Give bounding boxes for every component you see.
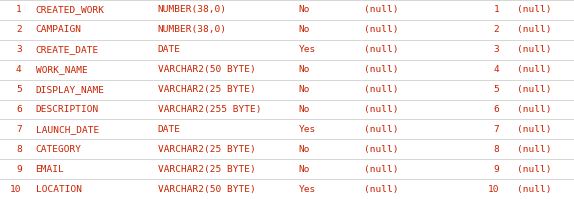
Text: (null): (null) — [364, 105, 399, 114]
Text: 9: 9 — [494, 165, 499, 174]
Text: No: No — [298, 85, 310, 94]
Text: No: No — [298, 5, 310, 15]
Text: 1: 1 — [494, 5, 499, 15]
Text: VARCHAR2(25 BYTE): VARCHAR2(25 BYTE) — [158, 85, 255, 94]
Text: EMAIL: EMAIL — [36, 165, 64, 174]
Text: VARCHAR2(50 BYTE): VARCHAR2(50 BYTE) — [158, 184, 255, 194]
Text: VARCHAR2(25 BYTE): VARCHAR2(25 BYTE) — [158, 165, 255, 174]
Text: 8: 8 — [16, 145, 22, 154]
Text: (null): (null) — [517, 85, 551, 94]
Text: (null): (null) — [364, 165, 399, 174]
Text: Yes: Yes — [298, 184, 316, 194]
Text: (null): (null) — [517, 5, 551, 15]
Text: CREATE_DATE: CREATE_DATE — [36, 45, 99, 54]
Text: (null): (null) — [364, 65, 399, 74]
Text: No: No — [298, 165, 310, 174]
Text: 4: 4 — [494, 65, 499, 74]
Text: 1: 1 — [16, 5, 22, 15]
Text: WORK_NAME: WORK_NAME — [36, 65, 87, 74]
Text: VARCHAR2(255 BYTE): VARCHAR2(255 BYTE) — [158, 105, 261, 114]
Text: DATE: DATE — [158, 125, 181, 134]
Text: 6: 6 — [16, 105, 22, 114]
Text: CATEGORY: CATEGORY — [36, 145, 82, 154]
Text: 3: 3 — [494, 45, 499, 54]
Text: VARCHAR2(25 BYTE): VARCHAR2(25 BYTE) — [158, 145, 255, 154]
Text: 10: 10 — [10, 184, 22, 194]
Text: (null): (null) — [364, 85, 399, 94]
Text: (null): (null) — [517, 45, 551, 54]
Text: 5: 5 — [494, 85, 499, 94]
Text: (null): (null) — [517, 25, 551, 34]
Text: 4: 4 — [16, 65, 22, 74]
Text: (null): (null) — [517, 184, 551, 194]
Text: (null): (null) — [364, 25, 399, 34]
Text: No: No — [298, 145, 310, 154]
Text: 2: 2 — [494, 25, 499, 34]
Text: No: No — [298, 105, 310, 114]
Text: Yes: Yes — [298, 45, 316, 54]
Text: (null): (null) — [364, 45, 399, 54]
Text: (null): (null) — [364, 125, 399, 134]
Text: LAUNCH_DATE: LAUNCH_DATE — [36, 125, 99, 134]
Text: DESCRIPTION: DESCRIPTION — [36, 105, 99, 114]
Text: CAMPAIGN: CAMPAIGN — [36, 25, 82, 34]
Text: (null): (null) — [364, 145, 399, 154]
Text: Yes: Yes — [298, 125, 316, 134]
Text: (null): (null) — [517, 125, 551, 134]
Text: 7: 7 — [494, 125, 499, 134]
Text: 2: 2 — [16, 25, 22, 34]
Text: (null): (null) — [364, 5, 399, 15]
Text: (null): (null) — [517, 165, 551, 174]
Text: 9: 9 — [16, 165, 22, 174]
Text: 6: 6 — [494, 105, 499, 114]
Text: (null): (null) — [517, 145, 551, 154]
Text: NUMBER(38,0): NUMBER(38,0) — [158, 25, 227, 34]
Text: DATE: DATE — [158, 45, 181, 54]
Text: (null): (null) — [517, 65, 551, 74]
Text: 3: 3 — [16, 45, 22, 54]
Text: No: No — [298, 25, 310, 34]
Text: (null): (null) — [364, 184, 399, 194]
Text: VARCHAR2(50 BYTE): VARCHAR2(50 BYTE) — [158, 65, 255, 74]
Text: DISPLAY_NAME: DISPLAY_NAME — [36, 85, 104, 94]
Text: (null): (null) — [517, 105, 551, 114]
Text: No: No — [298, 65, 310, 74]
Text: CREATED_WORK: CREATED_WORK — [36, 5, 104, 15]
Text: NUMBER(38,0): NUMBER(38,0) — [158, 5, 227, 15]
Text: 7: 7 — [16, 125, 22, 134]
Text: 5: 5 — [16, 85, 22, 94]
Text: 8: 8 — [494, 145, 499, 154]
Text: 10: 10 — [488, 184, 499, 194]
Text: LOCATION: LOCATION — [36, 184, 82, 194]
